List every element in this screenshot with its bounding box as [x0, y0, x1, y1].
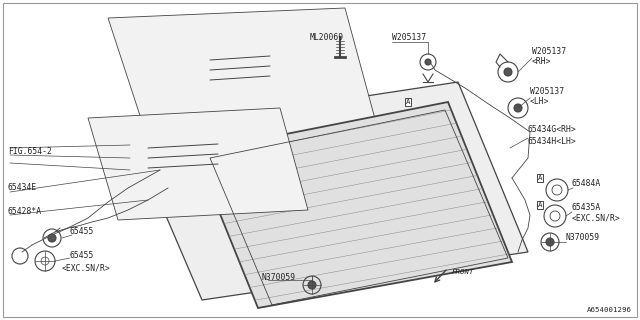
Polygon shape: [108, 8, 378, 140]
Text: W205137: W205137: [532, 47, 566, 57]
Text: A: A: [538, 202, 542, 208]
Circle shape: [425, 59, 431, 65]
Text: W205137: W205137: [530, 87, 564, 97]
Text: <LH>: <LH>: [530, 98, 550, 107]
Text: ML20069: ML20069: [310, 34, 344, 43]
Polygon shape: [88, 108, 308, 220]
Text: <EXC.SN/R>: <EXC.SN/R>: [62, 263, 111, 273]
Text: <RH>: <RH>: [532, 58, 552, 67]
Text: N370059: N370059: [565, 234, 599, 243]
Text: 65455: 65455: [70, 251, 94, 260]
Circle shape: [546, 238, 554, 246]
Text: FRONT: FRONT: [452, 269, 474, 275]
Text: <EXC.SN/R>: <EXC.SN/R>: [572, 213, 621, 222]
Text: A654001296: A654001296: [587, 307, 632, 313]
Text: 65434E: 65434E: [8, 183, 37, 193]
Text: FIG.654-2: FIG.654-2: [8, 148, 52, 156]
Circle shape: [504, 68, 512, 76]
Text: W205137: W205137: [392, 34, 426, 43]
Text: 65428*A: 65428*A: [8, 207, 42, 217]
Circle shape: [308, 281, 316, 289]
Circle shape: [48, 234, 56, 242]
Circle shape: [514, 104, 522, 112]
Text: 65455: 65455: [70, 228, 94, 236]
Text: A: A: [538, 175, 542, 181]
Text: 65435A: 65435A: [572, 203, 601, 212]
Text: 65434G<RH>: 65434G<RH>: [528, 125, 577, 134]
Text: 65434H<LH>: 65434H<LH>: [528, 138, 577, 147]
Polygon shape: [130, 82, 528, 300]
Text: 65484A: 65484A: [572, 180, 601, 188]
Text: A: A: [406, 99, 410, 105]
Polygon shape: [195, 102, 512, 308]
Text: N370059: N370059: [262, 274, 296, 283]
